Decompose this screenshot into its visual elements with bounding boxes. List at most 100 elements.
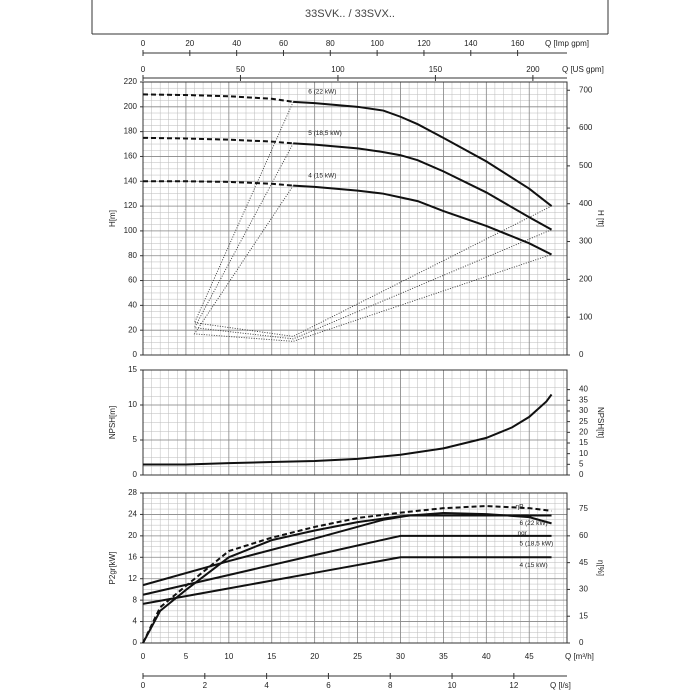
x2-tick-label: 150 [429, 65, 443, 74]
curve-label: ηP [516, 504, 524, 511]
x2-tick-label: 100 [370, 39, 384, 48]
y2-axis-label: NPSH[ft] [596, 407, 605, 438]
plot-frame [142, 492, 568, 644]
x2-axis-label: Q [Imp gpm] [545, 39, 589, 48]
x2-tick-label: 20 [185, 39, 194, 48]
y2-tick-label: 5 [579, 459, 584, 468]
y-tick-label: 140 [124, 176, 138, 185]
x2-tick-label: 120 [417, 39, 431, 48]
y2-axis-label: η[%] [596, 560, 605, 576]
curve-label: 6 (22 kW) [520, 520, 548, 527]
series-line [142, 556, 552, 605]
y-tick-label: 200 [124, 102, 138, 111]
x2-tick-label: 200 [526, 65, 540, 74]
y-tick-label: 80 [128, 251, 137, 260]
y2-tick-label: 30 [579, 585, 588, 594]
y-tick-label: 60 [128, 276, 137, 285]
y-tick-label: 220 [124, 77, 138, 86]
y-tick-label: 10 [128, 400, 137, 409]
y-tick-label: 8 [133, 595, 138, 604]
x2-tick-label: 60 [279, 39, 288, 48]
y-tick-label: 120 [124, 201, 138, 210]
series-line [293, 184, 552, 256]
y2-tick-label: 30 [579, 406, 588, 415]
y2-axis-label: H [ft] [596, 210, 605, 227]
y2-tick-label: 15 [579, 438, 588, 447]
y-tick-label: 40 [128, 300, 137, 309]
x2-axis-label: Q [US gpm] [562, 65, 604, 74]
x2-axis-label: Q [l/s] [550, 681, 571, 690]
curve-label: 4 (15 kW) [520, 562, 548, 569]
x2-tick-label: 8 [388, 681, 393, 690]
x2-tick-label: 80 [326, 39, 335, 48]
x-tick-label: 30 [396, 652, 405, 661]
x2-tick-label: 12 [509, 681, 518, 690]
y2-tick-label: 300 [579, 237, 593, 246]
series-line [142, 505, 552, 644]
y2-tick-label: 35 [579, 395, 588, 404]
x-tick-label: 40 [482, 652, 491, 661]
y2-tick-label: 0 [579, 350, 584, 359]
x-tick-label: 15 [267, 652, 276, 661]
y2-tick-label: 200 [579, 274, 593, 283]
x-tick-label: 5 [184, 652, 189, 661]
y-tick-label: 180 [124, 127, 138, 136]
x2-tick-label: 40 [232, 39, 241, 48]
y-tick-label: 28 [128, 488, 137, 497]
y-tick-label: 0 [133, 470, 138, 479]
series-line [142, 511, 552, 644]
x-axis-label: Q [m³/h] [565, 652, 594, 661]
y2-tick-label: 10 [579, 449, 588, 458]
y2-tick-label: 75 [579, 504, 588, 513]
guide-line [193, 143, 552, 340]
y2-tick-label: 0 [579, 470, 584, 479]
y2-tick-label: 600 [579, 123, 593, 132]
series-line [143, 180, 294, 187]
y-tick-label: 5 [133, 435, 138, 444]
curve-label: 5 (18,5 kW) [520, 541, 554, 548]
y-tick-label: 100 [124, 226, 138, 235]
x-tick-label: 25 [353, 652, 362, 661]
series-line [142, 136, 294, 145]
x2-tick-label: 160 [511, 39, 525, 48]
y2-tick-label: 0 [579, 638, 584, 647]
y2-tick-label: 25 [579, 417, 588, 426]
series-line [142, 514, 552, 587]
x-tick-label: 0 [141, 652, 146, 661]
curve-label: ηgr [518, 530, 528, 537]
x2-tick-label: 140 [464, 39, 478, 48]
curve-label: 5 (18,5 kW) [308, 130, 342, 137]
x2-tick-label: 0 [141, 39, 146, 48]
guide-line [193, 185, 552, 342]
x2-tick-label: 50 [236, 65, 245, 74]
y2-tick-label: 100 [579, 312, 593, 321]
y-tick-label: 0 [133, 638, 138, 647]
y-tick-label: 24 [128, 510, 137, 519]
curve-label: 4 (15 kW) [308, 172, 336, 179]
y-tick-label: 160 [124, 152, 138, 161]
x2-tick-label: 100 [331, 65, 345, 74]
y-tick-label: 20 [128, 325, 137, 334]
y2-tick-label: 60 [579, 531, 588, 540]
x-tick-label: 20 [310, 652, 319, 661]
y2-tick-label: 20 [579, 427, 588, 436]
x-tick-label: 10 [224, 652, 233, 661]
y2-tick-label: 45 [579, 558, 588, 567]
y2-tick-label: 500 [579, 161, 593, 170]
y2-tick-label: 15 [579, 611, 588, 620]
x2-tick-label: 0 [141, 681, 146, 690]
plot-frame [142, 81, 568, 356]
x2-tick-label: 4 [264, 681, 269, 690]
y-axis-label: P2gr[kW] [108, 552, 117, 585]
y2-tick-label: 400 [579, 199, 593, 208]
series-line [293, 100, 553, 207]
y-tick-label: 0 [133, 350, 138, 359]
x2-tick-label: 6 [326, 681, 331, 690]
y-tick-label: 15 [128, 365, 137, 374]
y-tick-label: 20 [128, 531, 137, 540]
chart-title: 33SVK.. / 33SVX.. [305, 8, 395, 20]
curve-label: 6 (22 kW) [308, 89, 336, 96]
y-axis-label: NPSH[m] [108, 406, 117, 439]
x2-tick-label: 2 [203, 681, 208, 690]
y2-tick-label: 40 [579, 385, 588, 394]
